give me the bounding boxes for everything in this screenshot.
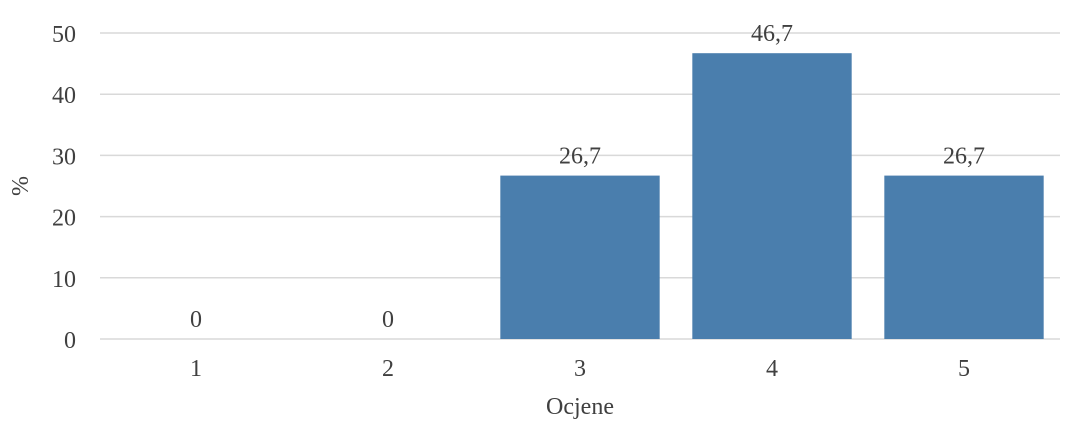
data-label: 0 [190,307,202,333]
bar [884,175,1044,339]
x-tick-label: 4 [766,356,778,382]
x-tick-label: 5 [958,356,970,382]
y-tick-label: 20 [52,206,76,232]
data-label: 0 [382,307,394,333]
x-tick-label: 1 [190,356,202,382]
data-labels: 0 0 26,7 46,7 26,7 [190,21,985,333]
y-tick-label: 10 [52,267,76,293]
x-tick-label: 3 [574,356,586,382]
y-tick-label: 50 [52,22,76,48]
y-tick-label: 30 [52,144,76,170]
bar [500,175,660,339]
y-tick-label: 40 [52,83,76,109]
y-axis-title: % [8,176,34,196]
x-axis-ticks: 1 2 3 4 5 [190,356,970,382]
data-label: 46,7 [751,21,793,47]
data-label: 26,7 [559,144,601,170]
data-label: 26,7 [943,144,985,170]
x-axis-title: Ocjene [546,394,614,420]
y-axis-ticks: 0 10 20 30 40 50 [52,22,76,354]
bars [500,53,1044,340]
bar [692,53,852,340]
y-tick-label: 0 [64,328,76,354]
x-tick-label: 2 [382,356,394,382]
